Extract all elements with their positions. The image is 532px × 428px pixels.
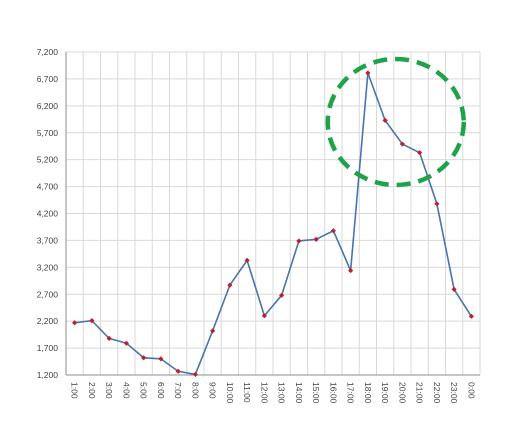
y-tick-label: 3,700 [37,235,59,245]
y-tick-label: 1,700 [37,343,59,353]
data-point-marker [227,282,233,288]
data-point-marker [106,335,112,341]
x-tick-label: 4:00 [121,382,131,399]
x-tick-label: 21:00 [415,382,425,404]
x-tick-label: 6:00 [156,382,166,399]
x-tick-label: 15:00 [311,382,321,404]
x-tick-label: 22:00 [432,382,442,404]
y-tick-label: 4,700 [37,182,59,192]
data-point-marker [468,313,474,319]
series-line [74,72,473,376]
y-tick-label: 6,700 [37,74,59,84]
y-tick-label: 6,200 [37,101,59,111]
x-tick-label: 18:00 [363,382,373,404]
y-tick-label: 1,200 [37,370,59,380]
y-tick-label: 7,200 [37,47,59,57]
data-point-marker [123,340,129,346]
x-tick-label: 20:00 [397,382,407,404]
x-tick-label: 7:00 [173,382,183,399]
data-point-marker [89,318,95,324]
y-tick-label: 5,700 [37,128,59,138]
highlight-annotation [325,56,466,188]
axes [65,52,480,376]
data-point-marker [348,267,354,274]
x-tick-label: 5:00 [139,382,149,399]
y-tick-label: 2,700 [37,289,59,299]
y-axis-tick-labels: 1,200 1,700 2,200 2,700 3,200 3,700 4,200 4,700… [37,47,59,380]
x-tick-label: 19:00 [380,382,390,404]
x-tick-label: 13:00 [277,382,287,404]
x-axis-tick-labels: 1:00 2:00 3:00 4:00 5:00 6:00 7:00 8:00 9:00 10:0… [70,382,477,404]
y-tick-label: 2,200 [37,316,59,326]
data-point-marker [417,150,423,156]
data-point-marker [175,368,181,374]
highlight-ellipse [325,56,466,188]
gridlines [65,51,481,376]
x-tick-label: 2:00 [87,382,97,399]
data-point-marker [434,201,440,207]
data-point-marker [365,70,371,76]
data-point-marker [399,141,405,147]
data-point-marker [279,292,285,298]
data-point-marker [244,257,250,263]
data-point-marker [382,117,388,123]
x-tick-label: 10:00 [225,382,235,404]
x-tick-label: 3:00 [104,382,114,399]
data-point-marker [210,328,216,334]
x-tick-label: 8:00 [190,382,200,399]
x-tick-label: 1:00 [70,382,80,399]
data-point-marker [72,320,78,326]
data-point-marker [158,356,164,362]
y-tick-label: 4,200 [37,209,59,219]
x-tick-label: 23:00 [449,382,459,404]
x-tick-label: 16:00 [328,382,338,404]
y-tick-label: 5,200 [37,155,59,165]
x-tick-label: 11:00 [242,382,252,403]
data-series [72,70,474,378]
y-tick-label: 3,200 [37,262,59,272]
x-tick-label: 12:00 [259,382,269,404]
data-point-marker [192,371,198,378]
data-point-marker [261,313,267,319]
data-point-marker [296,238,302,244]
x-tick-label: 14:00 [294,382,304,404]
data-point-marker [451,286,457,293]
data-point-marker [330,228,336,234]
x-tick-label: 9:00 [208,382,218,399]
x-tick-label: 17:00 [346,382,356,404]
data-point-marker [313,236,319,242]
x-tick-label: 0:00 [466,382,476,399]
data-point-marker [141,355,147,361]
